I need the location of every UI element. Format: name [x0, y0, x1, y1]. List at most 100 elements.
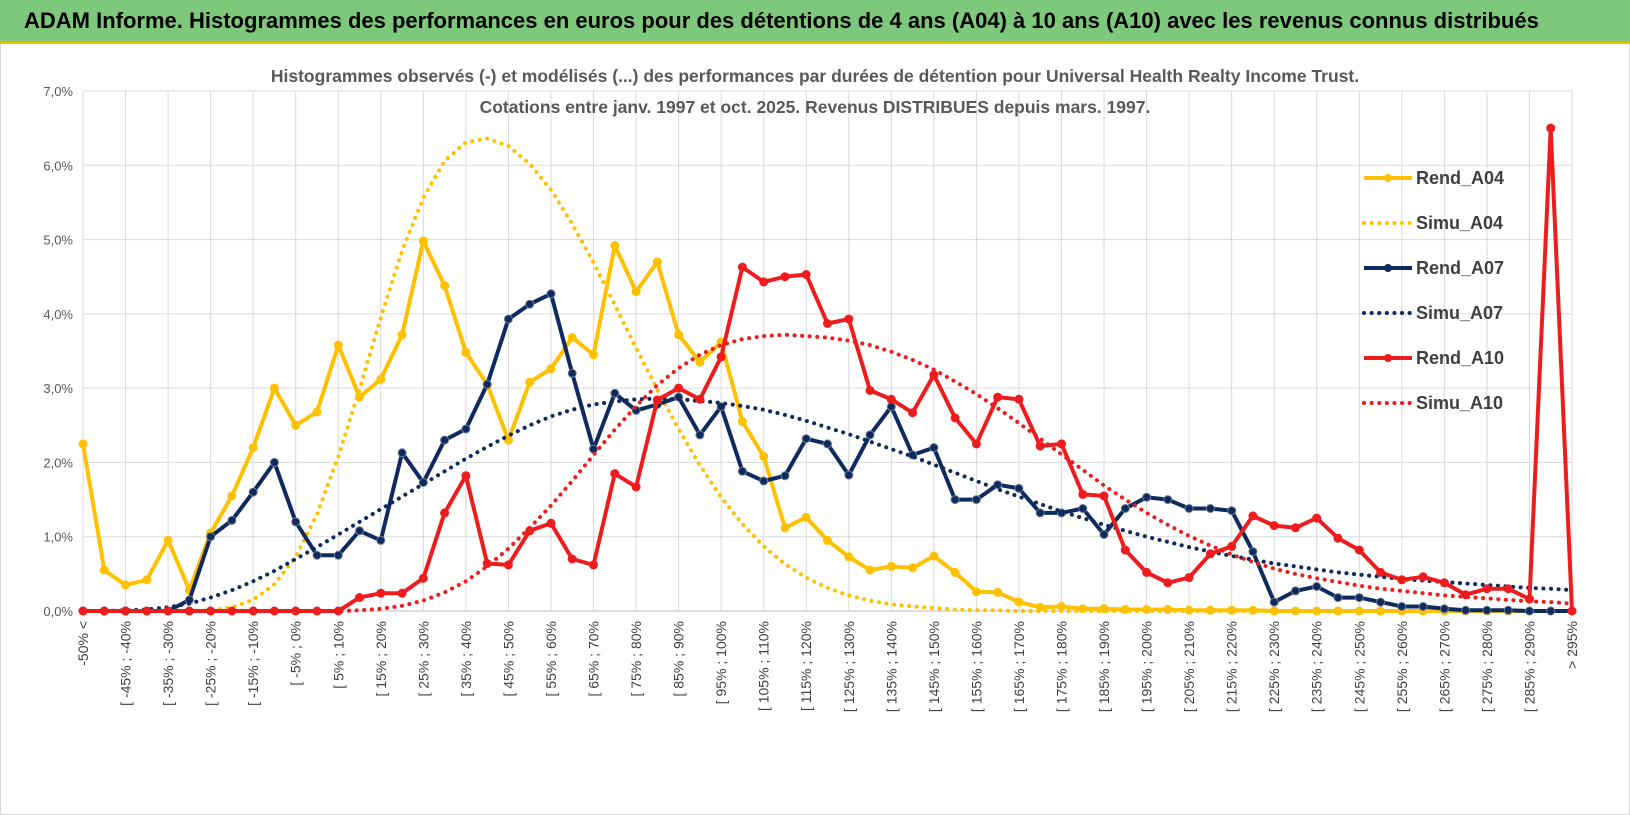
rend-a10-point — [929, 370, 939, 380]
rend-a10-point — [674, 383, 684, 393]
rend-a10-point — [1397, 575, 1407, 585]
rend-a10-point — [631, 482, 641, 492]
y-tick-label: 6,0% — [43, 158, 73, 173]
rend-a10-point — [1567, 606, 1577, 616]
rend-a07-point — [1248, 547, 1258, 557]
rend-a10-point — [695, 394, 705, 404]
x-tick-label: [ -5% ; 0% — [288, 621, 304, 686]
legend-label-rend-a10: Rend_A10 — [1416, 348, 1504, 368]
rend-a07-point — [355, 526, 364, 536]
rend-a07-point — [1546, 606, 1556, 616]
rend-a10-point — [780, 272, 790, 282]
x-tick-label: [ 15% ; 20% — [373, 621, 389, 697]
rend-a07-point — [1142, 492, 1152, 502]
rend-a07-point — [844, 470, 854, 480]
x-tick-label: [ 195% ; 200% — [1139, 621, 1155, 712]
banner: ADAM Informe. Histogrammes des performan… — [0, 0, 1630, 44]
legend-label-rend-a04: Rend_A04 — [1416, 168, 1504, 188]
rend-a04-line — [81, 239, 1574, 613]
rend-a04-point — [865, 565, 875, 575]
legend-marker-rend-a10 — [1384, 354, 1392, 362]
rend-a04-point — [610, 241, 620, 250]
rend-a04-point — [461, 348, 471, 357]
rend-a07-point — [929, 443, 939, 453]
x-tick-label: [ 55% ; 60% — [543, 621, 559, 697]
rend-a04-point — [674, 330, 684, 340]
x-tick-label: [ -25% ; -20% — [203, 621, 219, 706]
rend-a07-point — [1418, 602, 1428, 611]
chart-title-line-2: Cotations entre janv. 1997 et oct. 2025.… — [480, 97, 1151, 117]
rend-a07-point — [610, 388, 620, 398]
x-tick-label: [ 215% ; 220% — [1224, 621, 1240, 712]
rend-a07-point — [206, 532, 216, 542]
rend-a07-point — [950, 495, 960, 505]
rend-a04-point — [971, 587, 981, 597]
rend-a07-point — [780, 471, 790, 481]
legend-label-rend-a07: Rend_A07 — [1416, 258, 1504, 278]
rend-a04-point — [780, 523, 790, 533]
rend-a10-point — [546, 518, 556, 528]
rend-a07-point — [971, 495, 981, 505]
rend-a04-point — [418, 236, 428, 246]
rend-a10-point — [1482, 584, 1492, 594]
rend-a04-point — [695, 357, 705, 367]
simu-a04-line — [81, 136, 1574, 613]
rend-a04-point — [142, 575, 152, 585]
banner-title: ADAM Informe. Histogrammes des performan… — [24, 8, 1539, 33]
rend-a10-point — [801, 270, 811, 279]
x-tick-label: [ 205% ; 210% — [1181, 621, 1197, 712]
rend-a04-point — [99, 565, 109, 575]
simu-a10-line — [81, 332, 1574, 613]
rend-a04-point — [801, 512, 811, 522]
simu-a07-line — [81, 396, 1574, 613]
rend-a07-point — [1205, 504, 1215, 513]
line-chart: Histogrammes observés (-) et modélisés (… — [43, 66, 1580, 712]
legend-marker-rend-a07 — [1384, 264, 1392, 272]
rend-a07-point — [227, 515, 237, 525]
rend-a07-point — [1461, 605, 1471, 615]
rend-a07-point — [1439, 604, 1449, 614]
rend-a10-point — [418, 573, 428, 583]
x-tick-label: [ 95% ; 100% — [713, 621, 729, 704]
rend-a10-point — [1035, 441, 1045, 451]
rend-a07-point — [376, 535, 386, 545]
rend-a07-point — [1354, 593, 1364, 603]
rend-a10-point — [1312, 513, 1322, 523]
x-tick-label: [ 185% ; 190% — [1096, 621, 1112, 712]
rend-a04-point — [546, 364, 556, 374]
rend-a10-point — [1078, 489, 1088, 499]
rend-a07-point — [1163, 495, 1173, 505]
rend-a07-point — [461, 424, 471, 434]
rend-a10-point — [1439, 578, 1449, 588]
rend-a07-point — [737, 466, 747, 476]
rend-a07-point — [291, 517, 301, 527]
rend-a07-point — [716, 402, 726, 412]
legend-marker-rend-a04 — [1384, 174, 1392, 182]
rend-a07-point — [1333, 593, 1343, 603]
rend-a04-point — [844, 552, 854, 562]
x-tick-label: [ 245% ; 250% — [1351, 621, 1367, 712]
rend-a04-point — [652, 257, 662, 267]
rend-a10-point — [1099, 491, 1109, 501]
rend-a07-point — [695, 430, 705, 440]
x-tick-label: [ 155% ; 160% — [968, 621, 984, 712]
rend-a10-point — [1142, 567, 1152, 577]
legend-label-simu-a10: Simu_A10 — [1416, 393, 1503, 413]
x-tick-label: [ 145% ; 150% — [926, 621, 942, 712]
rend-a04-point — [567, 333, 577, 343]
rend-a04-point — [248, 443, 258, 453]
rend-a04-point — [227, 491, 237, 501]
rend-a04-point — [993, 587, 1003, 597]
rend-a10-point — [503, 560, 513, 570]
rend-a04-point — [759, 452, 769, 461]
rend-a10-point — [397, 588, 407, 598]
rend-a10-point — [823, 319, 832, 328]
rend-a04-point — [397, 330, 407, 340]
rend-a07-point — [525, 299, 535, 309]
rend-a04-point — [312, 407, 322, 417]
rend-a04-point — [929, 551, 939, 561]
rend-a07-point — [1291, 586, 1300, 596]
rend-a10-point — [1546, 123, 1556, 133]
rend-a07-point — [1503, 605, 1513, 615]
rend-a07-point — [1312, 582, 1322, 591]
